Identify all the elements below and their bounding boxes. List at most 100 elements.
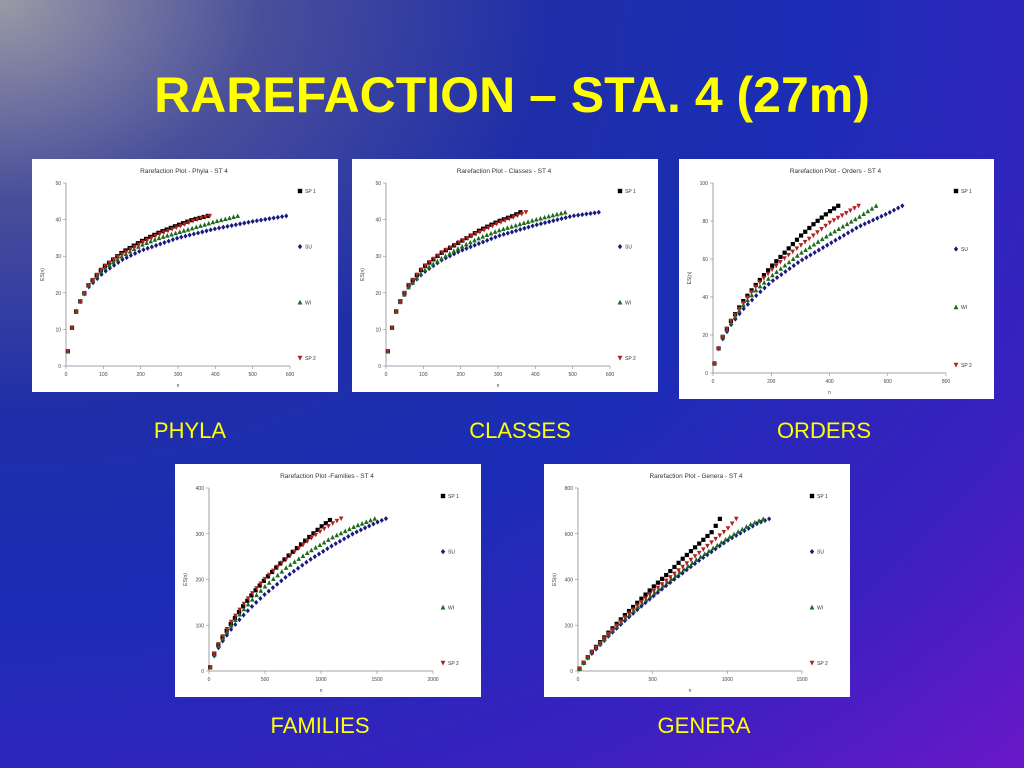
data-point (681, 566, 687, 572)
x-tick-label: 400 (531, 372, 540, 378)
data-point (86, 282, 92, 288)
legend-label: SP 2 (448, 661, 459, 667)
data-point (203, 215, 208, 220)
data-point (720, 334, 726, 340)
y-tick-label: 40 (55, 218, 61, 224)
data-point (756, 518, 762, 523)
data-point (597, 640, 603, 646)
data-point (427, 260, 433, 265)
data-point (585, 655, 591, 660)
data-point (406, 282, 412, 288)
data-point (476, 235, 481, 241)
data-point (182, 222, 188, 227)
data-point (843, 210, 849, 216)
data-point (558, 210, 564, 216)
data-point (164, 233, 170, 238)
data-point (823, 212, 828, 217)
legend-marker (297, 299, 303, 305)
data-point (700, 547, 706, 552)
data-point (709, 540, 714, 546)
data-point (530, 223, 535, 229)
data-point (295, 565, 301, 571)
data-point (887, 209, 892, 215)
data-point (505, 225, 510, 230)
data-point (170, 237, 175, 243)
y-tick-label: 200 (196, 578, 205, 584)
data-point (766, 281, 771, 287)
x-tick-label: 200 (456, 372, 465, 378)
data-point (618, 617, 623, 622)
y-axis-label: ES(n) (552, 573, 558, 586)
data-point (439, 255, 444, 261)
data-point (635, 600, 640, 605)
data-point (455, 246, 461, 251)
data-point (494, 221, 500, 227)
data-point (207, 213, 213, 219)
data-point (292, 559, 297, 564)
data-point (69, 325, 75, 331)
phyla-chart-panel: Rarefaction Plot - Phyla - ST 4 0 10 20 30 40… (32, 159, 338, 392)
data-point (358, 527, 363, 533)
data-point (313, 532, 319, 538)
legend-label: WI (817, 605, 823, 611)
data-point (745, 297, 750, 303)
x-tick-label: 200 (136, 372, 145, 378)
data-point (115, 255, 121, 260)
data-point (891, 207, 897, 213)
data-point (498, 220, 504, 225)
data-point (158, 241, 163, 247)
x-tick-label: 300 (174, 372, 183, 378)
data-point (631, 604, 636, 610)
data-point (786, 246, 791, 251)
genera-chart-panel: Rarefaction Plot - Genera - ST 4 0 200 400 6… (544, 464, 850, 697)
legend-label: SU (817, 550, 824, 556)
y-tick-label: 800 (565, 486, 574, 492)
data-point (802, 239, 808, 245)
phyla-chart: Rarefaction Plot - Phyla - ST 4 0 10 20 30 40… (40, 168, 316, 389)
data-point (705, 533, 710, 539)
data-point (204, 228, 209, 234)
data-point (279, 578, 284, 584)
data-point (111, 262, 117, 268)
series-sp-2 (712, 203, 861, 367)
data-point (643, 597, 649, 602)
data-point (825, 242, 830, 248)
data-point (258, 217, 264, 223)
y-tick-label: 400 (196, 486, 205, 492)
data-point (761, 273, 767, 278)
data-point (227, 215, 232, 221)
data-point (819, 215, 824, 220)
data-point (655, 585, 661, 591)
data-point (816, 247, 821, 253)
data-point (811, 241, 817, 247)
chart-title: Rarefaction Plot - Genera - ST 4 (649, 473, 742, 480)
data-point (220, 634, 226, 639)
data-point (732, 312, 738, 318)
x-tick-label: 2000 (427, 677, 438, 683)
data-point (472, 237, 477, 243)
data-point (193, 224, 199, 230)
data-point (261, 578, 266, 583)
data-point (350, 531, 355, 537)
data-point (757, 277, 762, 283)
data-point (473, 232, 479, 237)
data-point (601, 636, 607, 641)
data-point (296, 546, 302, 551)
data-point (468, 244, 473, 250)
data-point (779, 272, 784, 278)
data-point (439, 250, 445, 255)
data-point (803, 247, 808, 252)
legend-label: SP 2 (625, 356, 636, 362)
legend-marker (440, 660, 446, 666)
data-point (648, 593, 653, 599)
x-tick-label: 500 (248, 372, 257, 378)
data-point (283, 565, 289, 570)
series-su (208, 516, 389, 670)
data-point (290, 549, 295, 554)
data-point (410, 277, 416, 283)
data-point (659, 576, 665, 581)
data-point (250, 591, 255, 596)
data-point (351, 524, 356, 529)
data-point (119, 253, 125, 259)
data-point (701, 555, 706, 561)
